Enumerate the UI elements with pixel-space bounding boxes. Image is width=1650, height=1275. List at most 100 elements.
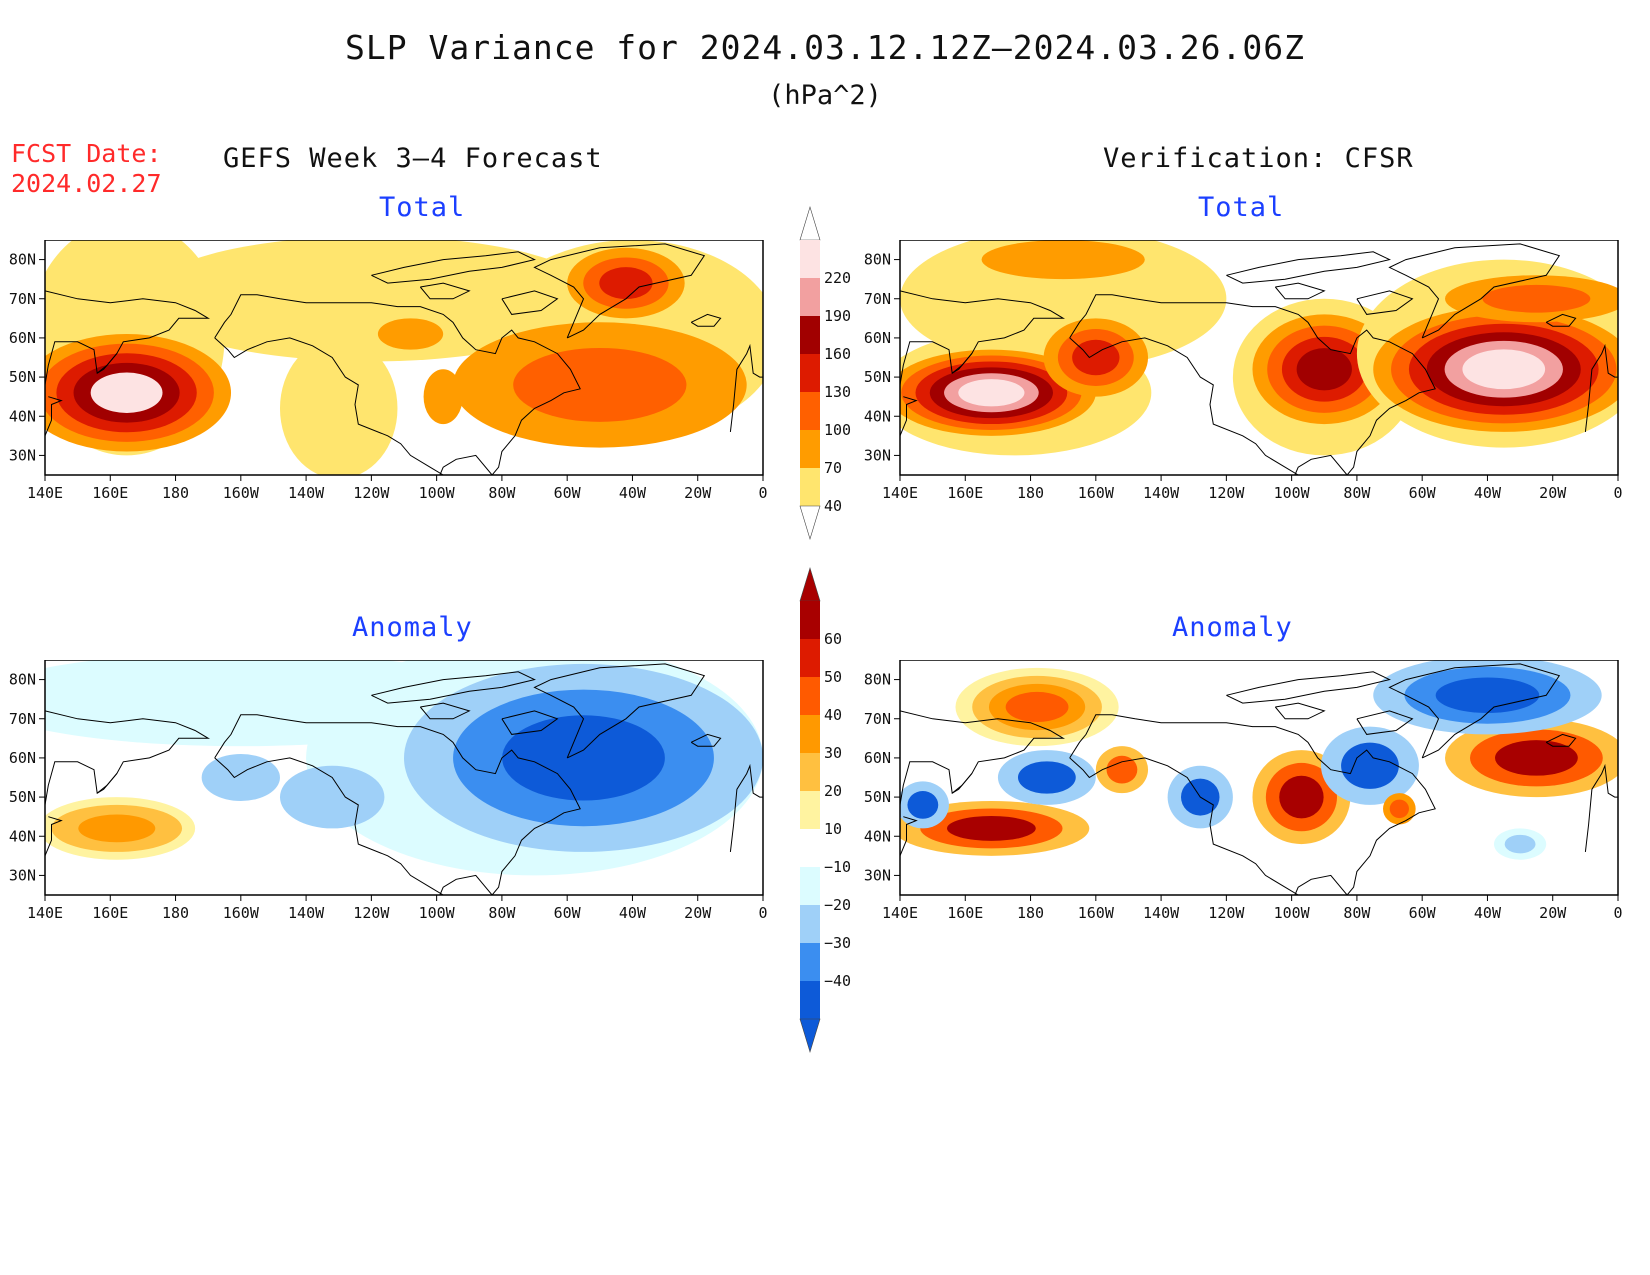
contour-fill bbox=[1005, 691, 1069, 723]
lon-label: 60W bbox=[1409, 904, 1437, 922]
coastline bbox=[1226, 251, 1391, 284]
p2-svg: 140E 160E 180 160W 140W 120W 100W 80W 60W 40W 20W 0… bbox=[9, 660, 768, 922]
lat-label: 40N bbox=[9, 827, 36, 845]
coastline bbox=[96, 353, 118, 374]
colorbar-level-label: 100 bbox=[824, 421, 851, 439]
colorbar-level-label: 20 bbox=[824, 782, 842, 800]
colorbar-level-label: 50 bbox=[824, 668, 842, 686]
lat-label: 80N bbox=[864, 671, 891, 689]
coastline bbox=[900, 240, 1066, 385]
coastline bbox=[1069, 714, 1436, 895]
colorbar-top-triangle bbox=[799, 205, 821, 241]
contour-fill bbox=[599, 267, 653, 300]
lon-label: 180 bbox=[1017, 904, 1044, 922]
coastline bbox=[1069, 294, 1436, 475]
lon-label: 160W bbox=[223, 904, 260, 922]
p3-svg: 140E 160E 180 160W 140W 120W 100W 80W 60W 40W 20W 0… bbox=[864, 660, 1623, 922]
coastline bbox=[419, 282, 471, 300]
contour-fill bbox=[201, 754, 280, 801]
lon-label: 140E bbox=[882, 904, 918, 922]
lon-label: 140W bbox=[1143, 904, 1180, 922]
colorbar-segment bbox=[800, 753, 820, 791]
cfsr-anomaly-map: 140E 160E 180 160W 140W 120W 100W 80W 60W 40W 20W 0… bbox=[855, 660, 1645, 930]
colorbar-segment bbox=[800, 791, 820, 829]
lon-label: 140W bbox=[288, 904, 325, 922]
contour-fill bbox=[1494, 740, 1578, 776]
contour-fill bbox=[958, 379, 1025, 407]
contour-fill bbox=[1296, 348, 1352, 391]
map-frame bbox=[44, 240, 764, 476]
lon-label: 120W bbox=[1208, 484, 1245, 502]
lon-label: 60W bbox=[1409, 484, 1437, 502]
map-frame bbox=[899, 660, 1619, 896]
coastline bbox=[501, 710, 559, 735]
lon-label: 80W bbox=[1343, 484, 1371, 502]
contour-fill bbox=[981, 240, 1145, 280]
lat-label: 80N bbox=[9, 251, 36, 269]
lon-label: 60W bbox=[554, 484, 582, 502]
coastline bbox=[371, 671, 536, 704]
lon-label: 160W bbox=[223, 484, 260, 502]
lon-label: 100W bbox=[1274, 484, 1311, 502]
colorbar-level-label: 220 bbox=[824, 269, 851, 287]
gefs-anomaly-map: 140E 160E 180 160W 140W 120W 100W 80W 60W 40W 20W 0… bbox=[0, 660, 790, 930]
cfsr-anomaly-subtitle: Anomaly bbox=[1172, 612, 1293, 643]
total-colorbar: 220 190 160 130 100 70 40 bbox=[790, 205, 860, 541]
colorbar-segment bbox=[800, 430, 820, 468]
lon-label: 20W bbox=[684, 484, 712, 502]
lon-label: 20W bbox=[1539, 904, 1567, 922]
gefs-anomaly-subtitle: Anomaly bbox=[352, 612, 473, 643]
lat-label: 30N bbox=[9, 446, 36, 464]
coastline bbox=[729, 763, 763, 852]
contour-fill bbox=[279, 337, 398, 475]
lat-label: 50N bbox=[864, 788, 891, 806]
coastline bbox=[951, 353, 973, 374]
lon-label: 40W bbox=[619, 484, 647, 502]
coastline bbox=[1545, 733, 1577, 747]
verification-column-title: Verification: CFSR bbox=[1103, 143, 1414, 174]
lon-label: 140E bbox=[27, 904, 63, 922]
lon-label: 0 bbox=[758, 484, 767, 502]
figure-title: SLP Variance for 2024.03.12.12Z–2024.03.… bbox=[345, 28, 1305, 67]
lon-label: 20W bbox=[1539, 484, 1567, 502]
colorbar-segment bbox=[800, 715, 820, 753]
contour-fill bbox=[78, 814, 156, 843]
colorbar-segment bbox=[800, 677, 820, 715]
coastline bbox=[1388, 663, 1561, 759]
colorbar-top-triangle bbox=[799, 566, 821, 602]
coastline bbox=[419, 702, 471, 720]
lon-label: 120W bbox=[353, 904, 390, 922]
colorbar-segment bbox=[800, 278, 820, 316]
cfsr-total-map: 140E 160E 180 160W 140W 120W 100W 80W 60W 40W 20W 0… bbox=[855, 240, 1645, 510]
lon-label: 80W bbox=[488, 484, 516, 502]
coastline bbox=[533, 243, 706, 339]
coastline bbox=[690, 313, 722, 327]
lon-label: 100W bbox=[419, 484, 456, 502]
colorbar-bottom-triangle bbox=[799, 505, 821, 541]
lat-label: 70N bbox=[9, 290, 36, 308]
gefs-column-title: GEFS Week 3–4 Forecast bbox=[223, 143, 603, 174]
lon-label: 160E bbox=[947, 484, 983, 502]
p1-svg: 140E 160E 180 160W 140W 120W 100W 80W 60W 40W 20W 0… bbox=[864, 240, 1623, 502]
lon-label: 180 bbox=[1017, 484, 1044, 502]
contour-fill bbox=[502, 715, 665, 801]
lat-label: 60N bbox=[864, 329, 891, 347]
coastline bbox=[214, 337, 444, 475]
contour-fill bbox=[279, 765, 385, 829]
colorbar-level-label: 40 bbox=[824, 706, 842, 724]
lat-label: 30N bbox=[864, 446, 891, 464]
contour-fill bbox=[1389, 799, 1409, 819]
coastline bbox=[900, 816, 918, 856]
lon-label: 140E bbox=[882, 484, 918, 502]
lat-label: 50N bbox=[864, 368, 891, 386]
coastline bbox=[45, 660, 211, 805]
colorbar-segment bbox=[800, 240, 820, 278]
contour-fill bbox=[946, 815, 1036, 841]
lat-label: 50N bbox=[9, 368, 36, 386]
coastline bbox=[214, 714, 581, 895]
lon-label: 140E bbox=[27, 484, 63, 502]
coastline bbox=[690, 733, 722, 747]
lat-label: 80N bbox=[9, 671, 36, 689]
coastline bbox=[45, 816, 63, 856]
lat-label: 70N bbox=[864, 290, 891, 308]
